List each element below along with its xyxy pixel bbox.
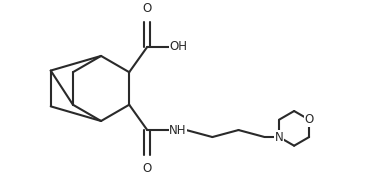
Text: NH: NH: [169, 124, 187, 136]
Text: O: O: [143, 2, 152, 15]
Text: O: O: [304, 113, 314, 126]
Text: OH: OH: [170, 40, 188, 53]
Text: N: N: [275, 131, 283, 144]
Text: O: O: [143, 162, 152, 175]
